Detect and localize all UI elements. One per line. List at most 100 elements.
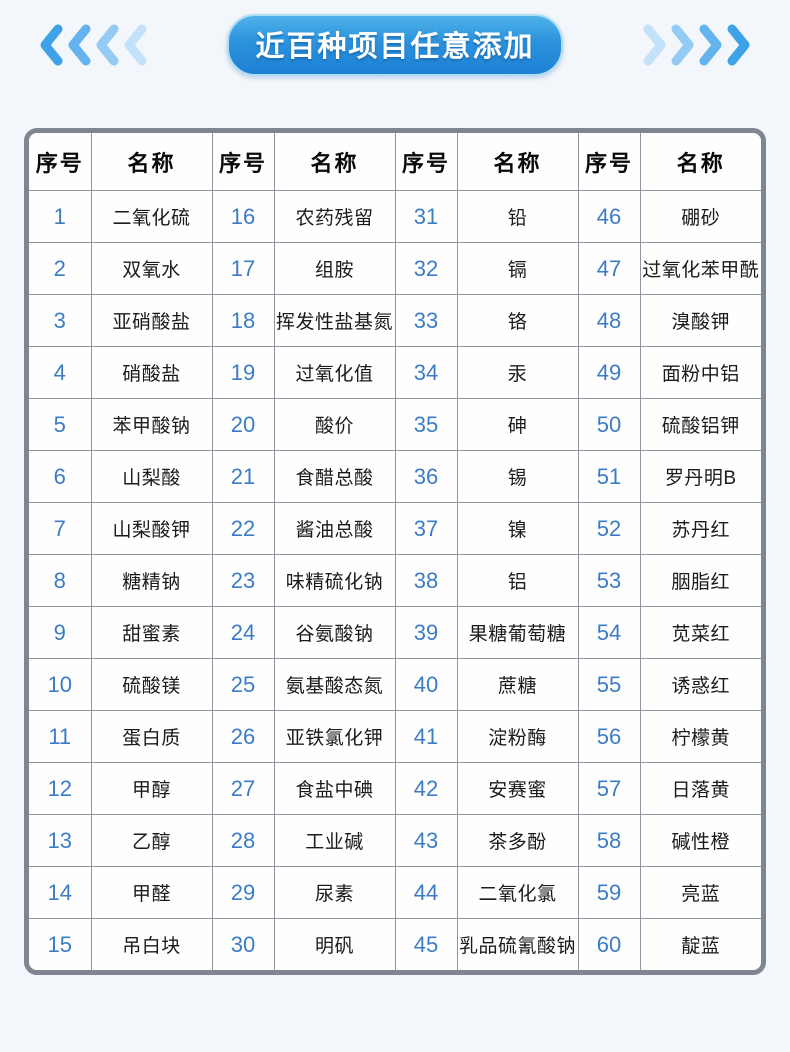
column-header: 序号	[211, 133, 275, 191]
item-name-cell: 茶多酚	[456, 814, 579, 867]
column-header: 序号	[577, 133, 641, 191]
table-row: 7 山梨酸钾 22 酱油总酸 37 镍 52 苏丹红	[29, 502, 761, 555]
table-row: 5 苯甲酸钠 20 酸价 35 砷 50 硫酸铝钾	[29, 398, 761, 451]
item-no-cell: 40	[394, 658, 458, 711]
item-name-cell: 蛋白质	[90, 710, 213, 763]
item-no-cell: 39	[394, 606, 458, 659]
table-row: 8 糖精钠 23 味精硫化钠 38 铝 53 胭脂红	[29, 554, 761, 607]
item-name-cell: 安赛蜜	[456, 762, 579, 815]
item-name-cell: 镉	[456, 242, 579, 295]
item-no-cell: 59	[577, 866, 641, 919]
item-no-cell: 45	[394, 918, 458, 970]
item-no-cell: 1	[29, 190, 92, 243]
table-row: 12 甲醇 27 食盐中碘 42 安赛蜜 57 日落黄	[29, 762, 761, 815]
item-no-cell: 56	[577, 710, 641, 763]
table-body: 1 二氧化硫 16 农药残留 31 铅 46 硼砂 2 双氧水 17 组胺 32 镉 47 过氧化苯甲酰 3 亚硝…	[29, 190, 761, 970]
banner-title-pill: 近百种项目任意添加	[227, 14, 563, 76]
item-no-cell: 24	[211, 606, 275, 659]
item-name-cell: 果糖葡萄糖	[456, 606, 579, 659]
table-row: 13 乙醇 28 工业碱 43 茶多酚 58 碱性橙	[29, 814, 761, 867]
item-name-cell: 铝	[456, 554, 579, 607]
item-name-cell: 靛蓝	[639, 918, 761, 970]
item-no-cell: 28	[211, 814, 275, 867]
item-no-cell: 54	[577, 606, 641, 659]
table-row: 11 蛋白质 26 亚铁氯化钾 41 淀粉酶 56 柠檬黄	[29, 710, 761, 763]
item-name-cell: 糖精钠	[90, 554, 213, 607]
item-name-cell: 锡	[456, 450, 579, 503]
item-name-cell: 淀粉酶	[456, 710, 579, 763]
item-no-cell: 50	[577, 398, 641, 451]
item-name-cell: 铬	[456, 294, 579, 347]
item-name-cell: 日落黄	[639, 762, 761, 815]
chevron-left-icon	[124, 24, 147, 66]
item-no-cell: 55	[577, 658, 641, 711]
table-row: 6 山梨酸 21 食醋总酸 36 锡 51 罗丹明B	[29, 450, 761, 503]
item-no-cell: 5	[29, 398, 92, 451]
item-no-cell: 52	[577, 502, 641, 555]
item-no-cell: 30	[211, 918, 275, 970]
column-header: 名称	[456, 133, 579, 191]
items-table: 序号 名称 序号 名称 序号 名称 序号 名称 1 二氧化硫 16 农药残留 31 铅 46 硼砂 2 双氧水 1…	[29, 133, 761, 970]
item-no-cell: 7	[29, 502, 92, 555]
chevron-right-icon	[727, 24, 750, 66]
item-no-cell: 49	[577, 346, 641, 399]
item-no-cell: 4	[29, 346, 92, 399]
chevron-left-icon	[40, 24, 63, 66]
item-no-cell: 26	[211, 710, 275, 763]
table-row: 2 双氧水 17 组胺 32 镉 47 过氧化苯甲酰	[29, 242, 761, 295]
items-table-frame: 序号 名称 序号 名称 序号 名称 序号 名称 1 二氧化硫 16 农药残留 31 铅 46 硼砂 2 双氧水 1…	[24, 128, 766, 975]
item-name-cell: 诱惑红	[639, 658, 761, 711]
banner-title: 近百种项目任意添加	[255, 31, 535, 63]
chevron-group-left	[38, 23, 147, 67]
chevron-right-icon	[671, 24, 694, 66]
item-name-cell: 胭脂红	[639, 554, 761, 607]
item-no-cell: 16	[211, 190, 275, 243]
item-no-cell: 6	[29, 450, 92, 503]
item-name-cell: 尿素	[273, 866, 396, 919]
item-name-cell: 乙醇	[90, 814, 213, 867]
chevron-right-icon	[699, 24, 722, 66]
table-row: 4 硝酸盐 19 过氧化值 34 汞 49 面粉中铝	[29, 346, 761, 399]
item-no-cell: 37	[394, 502, 458, 555]
item-no-cell: 2	[29, 242, 92, 295]
banner: 近百种项目任意添加	[0, 0, 790, 80]
item-no-cell: 18	[211, 294, 275, 347]
table-row: 9 甜蜜素 24 谷氨酸钠 39 果糖葡萄糖 54 苋菜红	[29, 606, 761, 659]
item-no-cell: 47	[577, 242, 641, 295]
item-name-cell: 溴酸钾	[639, 294, 761, 347]
item-no-cell: 27	[211, 762, 275, 815]
item-name-cell: 食盐中碘	[273, 762, 396, 815]
item-name-cell: 面粉中铝	[639, 346, 761, 399]
table-row: 15 吊白块 30 明矾 45 乳品硫氰酸钠 60 靛蓝	[29, 918, 761, 970]
item-name-cell: 明矾	[273, 918, 396, 970]
item-name-cell: 山梨酸钾	[90, 502, 213, 555]
item-no-cell: 33	[394, 294, 458, 347]
item-name-cell: 甜蜜素	[90, 606, 213, 659]
item-no-cell: 21	[211, 450, 275, 503]
item-name-cell: 甲醛	[90, 866, 213, 919]
table-row: 3 亚硝酸盐 18 挥发性盐基氮 33 铬 48 溴酸钾	[29, 294, 761, 347]
column-header: 序号	[29, 133, 92, 191]
item-name-cell: 味精硫化钠	[273, 554, 396, 607]
item-name-cell: 乳品硫氰酸钠	[456, 918, 579, 970]
item-name-cell: 硝酸盐	[90, 346, 213, 399]
item-no-cell: 60	[577, 918, 641, 970]
chevron-group-right	[643, 23, 752, 67]
item-no-cell: 36	[394, 450, 458, 503]
item-no-cell: 38	[394, 554, 458, 607]
item-name-cell: 硫酸镁	[90, 658, 213, 711]
item-no-cell: 57	[577, 762, 641, 815]
item-name-cell: 蔗糖	[456, 658, 579, 711]
item-no-cell: 15	[29, 918, 92, 970]
item-name-cell: 苯甲酸钠	[90, 398, 213, 451]
item-name-cell: 硼砂	[639, 190, 761, 243]
item-no-cell: 19	[211, 346, 275, 399]
item-no-cell: 8	[29, 554, 92, 607]
item-no-cell: 20	[211, 398, 275, 451]
item-name-cell: 酸价	[273, 398, 396, 451]
item-no-cell: 23	[211, 554, 275, 607]
chevron-left-icon	[96, 24, 119, 66]
item-no-cell: 9	[29, 606, 92, 659]
item-no-cell: 3	[29, 294, 92, 347]
column-header: 名称	[639, 133, 761, 191]
